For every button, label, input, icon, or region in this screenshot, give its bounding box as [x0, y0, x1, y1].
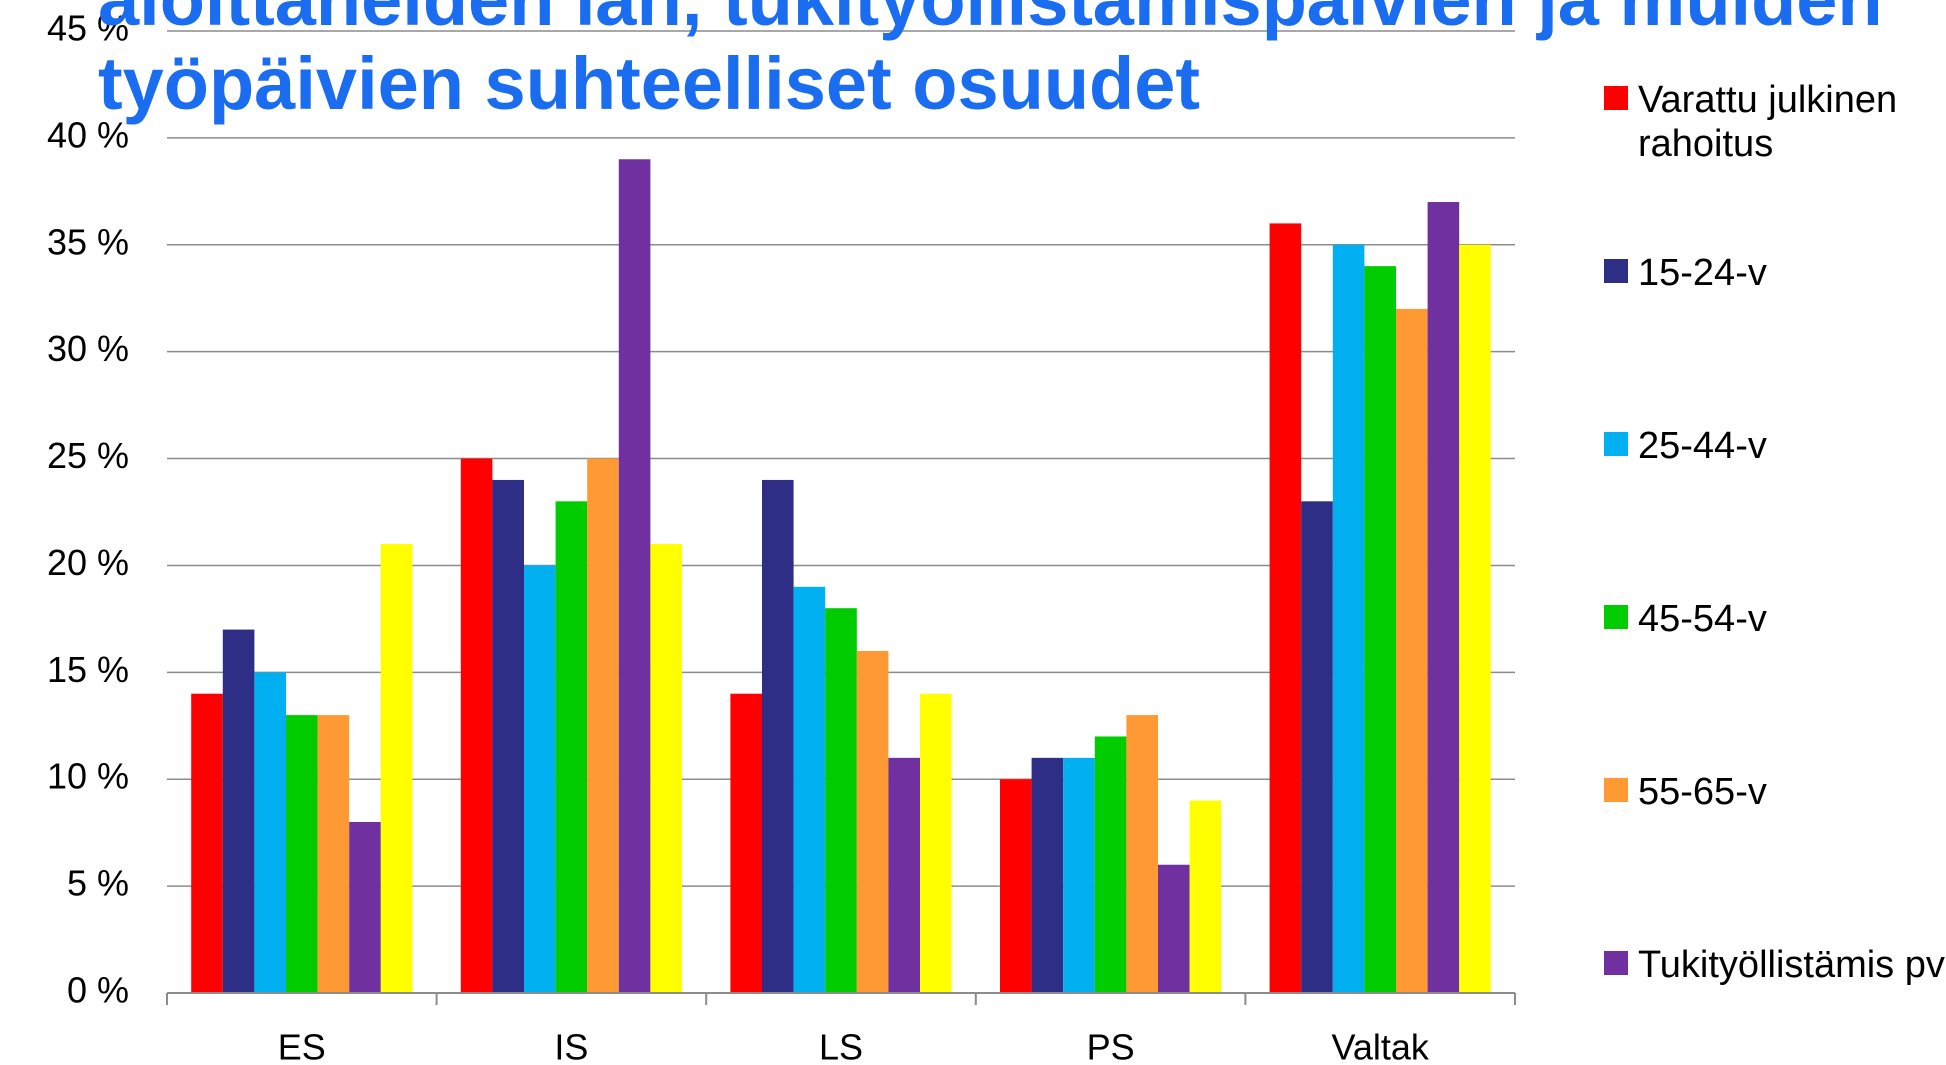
x-tick-label: IS: [554, 1027, 588, 1065]
bar: [1364, 266, 1396, 993]
legend-swatch: [1604, 951, 1628, 975]
bar: [1428, 202, 1460, 993]
y-tick-label: 35 %: [47, 221, 129, 262]
legend-swatch: [1604, 86, 1628, 110]
bar: [1095, 736, 1127, 993]
bar: [730, 694, 762, 993]
bar: [286, 715, 318, 993]
bar: [1301, 501, 1333, 993]
bar: [492, 480, 524, 993]
legend-swatch: [1604, 605, 1628, 629]
bar: [223, 630, 255, 993]
bar: [619, 159, 651, 993]
legend-label: Tukityöllistämis pv: [1638, 943, 1946, 987]
bar: [762, 480, 794, 993]
x-tick-label: Valtak: [1332, 1027, 1430, 1065]
bar: [381, 544, 413, 993]
y-tick-label: 25 %: [47, 435, 129, 476]
y-tick-label: 0 %: [67, 970, 129, 1011]
page: {"chart_data": {"type": "bar", "title": …: [0, 0, 1946, 1065]
bar: [1000, 779, 1032, 993]
legend-label: Varattu julkinen rahoitus: [1638, 78, 1946, 166]
legend-swatch: [1604, 259, 1628, 283]
bar: [1459, 245, 1491, 993]
legend-label: 55-65-v: [1638, 770, 1946, 814]
x-tick-label: LS: [819, 1027, 863, 1065]
x-tick-label: PS: [1087, 1027, 1135, 1065]
y-tick-label: 5 %: [67, 863, 129, 904]
bar: [1063, 758, 1095, 993]
bar: [556, 501, 588, 993]
bar: [1333, 245, 1365, 993]
bar: [1190, 801, 1222, 993]
legend: Varattu julkinen rahoitus 15-24-v 25-44-v 4…: [1590, 0, 1946, 1065]
legend-label: 45-54-v: [1638, 597, 1946, 641]
bar: [794, 587, 826, 993]
legend-label: 25-44-v: [1638, 424, 1946, 468]
bar: [1158, 865, 1190, 993]
bar: [254, 672, 286, 993]
bar: [857, 651, 889, 993]
bar: [1396, 309, 1428, 993]
bar: [587, 459, 619, 993]
bar: [318, 715, 350, 993]
bar: [524, 565, 556, 993]
legend-label: 15-24-v: [1638, 251, 1946, 295]
bar: [461, 459, 493, 993]
bar: [920, 694, 952, 993]
bar: [1126, 715, 1158, 993]
x-tick-label: ES: [278, 1027, 326, 1065]
bar: [1032, 758, 1064, 993]
y-tick-label: 15 %: [47, 649, 129, 690]
legend-swatch: [1604, 432, 1628, 456]
bar: [1270, 223, 1302, 993]
legend-swatch: [1604, 778, 1628, 802]
y-tick-label: 30 %: [47, 328, 129, 369]
y-tick-label: 20 %: [47, 542, 129, 583]
bar: [349, 822, 381, 993]
y-tick-label: 10 %: [47, 756, 129, 797]
bar: [825, 608, 857, 993]
bar: [191, 694, 223, 993]
bar: [888, 758, 920, 993]
bar: [650, 544, 682, 993]
